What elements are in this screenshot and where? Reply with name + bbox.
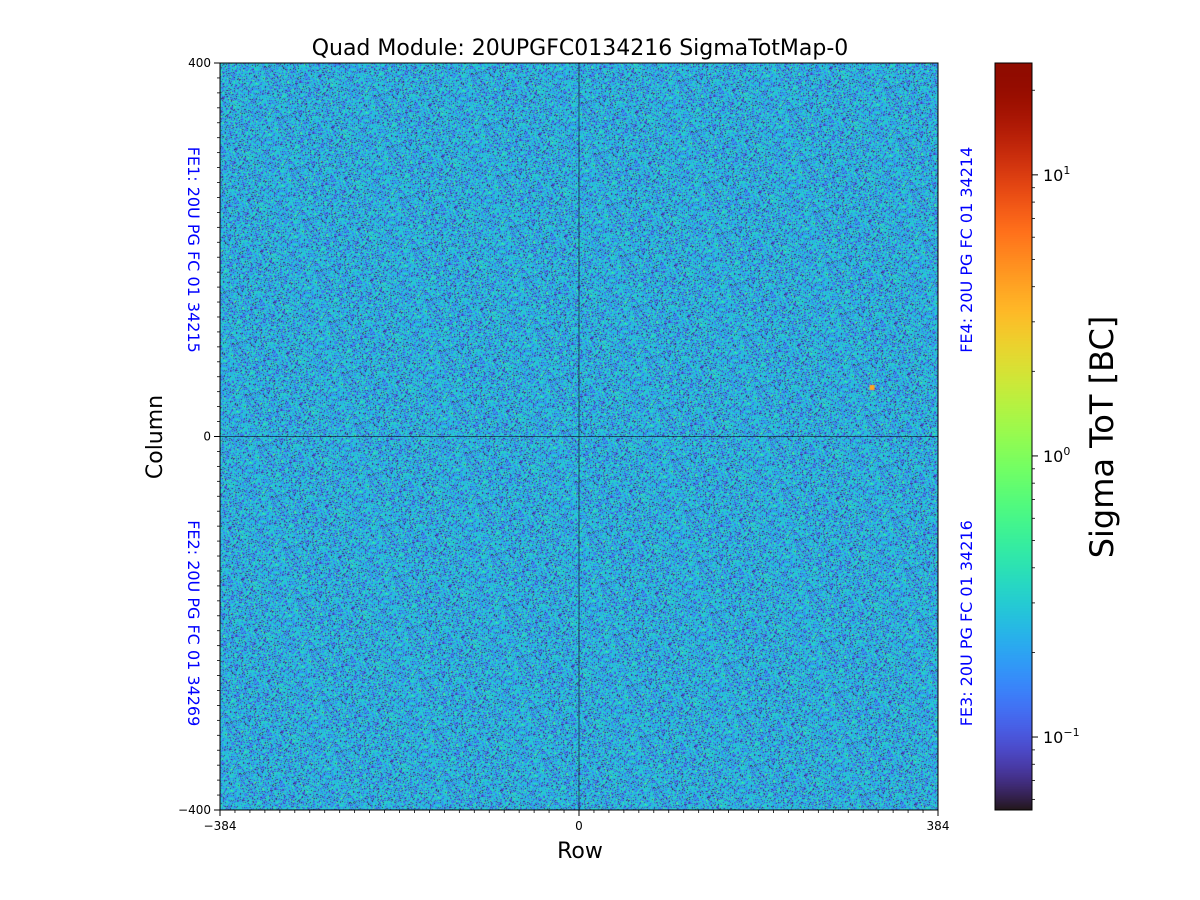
frontend-label: FE3: 20U PG FC 01 34216	[957, 520, 976, 726]
frontend-label: FE4: 20U PG FC 01 34214	[957, 147, 976, 353]
frontend-labels: FE1: 20U PG FC 01 34215 FE2: 20U PG FC 01…	[184, 147, 976, 727]
colorbar-tick-label: 100	[1043, 445, 1070, 466]
x-axis-minor-ticks	[234, 810, 924, 813]
colorbar-gradient	[995, 63, 1032, 810]
y-tick-label: 400	[188, 56, 211, 70]
x-axis-ticks: −384 0 384	[204, 810, 950, 833]
chart-title: Quad Module: 20UPGFC0134216 SigmaTotMap-…	[312, 36, 849, 61]
x-tick-label: 0	[575, 819, 583, 833]
colorbar-tick-label: 101	[1043, 164, 1070, 185]
y-tick-label: −400	[178, 803, 211, 817]
colorbar-ticks: 10−1 100 101	[1032, 89, 1080, 800]
y-tick-label: 0	[203, 430, 211, 444]
frontend-label: FE1: 20U PG FC 01 34215	[184, 147, 203, 353]
colorbar-label: Sigma ToT [BC]	[1083, 316, 1121, 559]
colorbar-border	[994, 62, 1033, 811]
x-tick-label: −384	[204, 819, 237, 833]
y-axis-ticks: 400 0 −400	[178, 56, 220, 817]
y-axis-label: Column	[143, 395, 168, 479]
x-axis-label: Row	[557, 839, 603, 864]
x-tick-label: 384	[927, 819, 950, 833]
frontend-label: FE2: 20U PG FC 01 34269	[184, 520, 203, 726]
colorbar-tick-label: 10−1	[1043, 726, 1080, 747]
center-lines	[220, 63, 938, 810]
y-axis-minor-ticks	[217, 77, 220, 796]
colorbar-frame	[994, 62, 1033, 811]
